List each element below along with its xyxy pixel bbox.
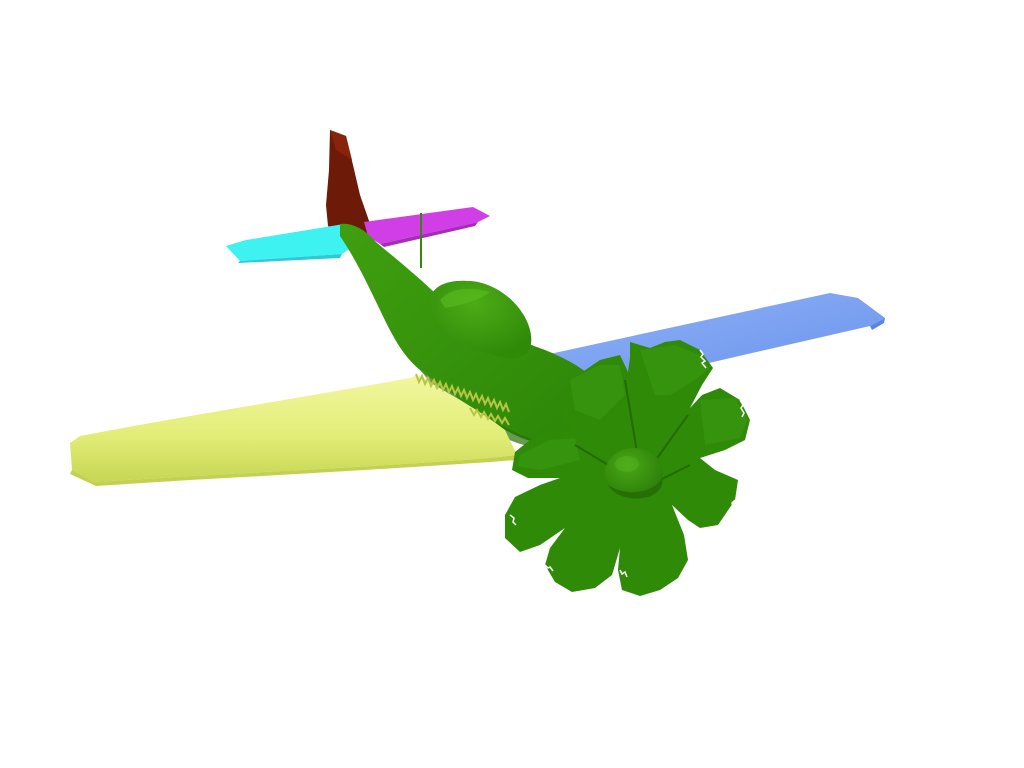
left-horizontal-stabilizer [226, 224, 364, 263]
right-horizontal-stabilizer [364, 207, 490, 247]
left-wing [70, 373, 517, 486]
spinner [605, 448, 663, 499]
vertical-stabilizer [326, 130, 375, 238]
